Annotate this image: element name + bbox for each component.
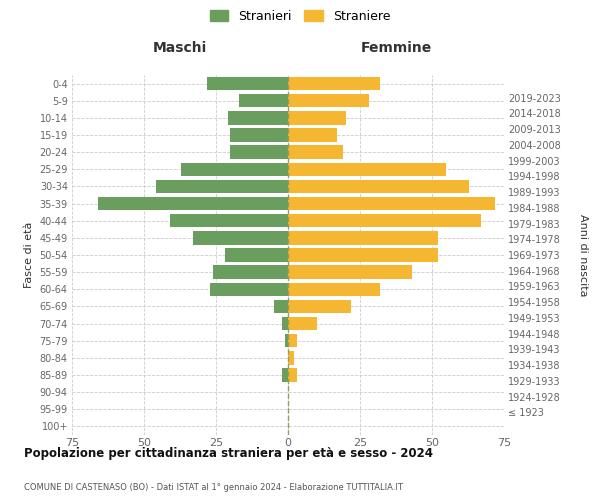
Bar: [288, 368, 296, 382]
Text: Popolazione per cittadinanza straniera per età e sesso - 2024: Popolazione per cittadinanza straniera p…: [24, 448, 433, 460]
Bar: [227, 111, 288, 124]
Bar: [288, 197, 496, 210]
Bar: [239, 94, 288, 108]
Bar: [288, 317, 317, 330]
Bar: [230, 146, 288, 159]
Bar: [208, 77, 288, 90]
Bar: [288, 266, 412, 279]
Bar: [288, 214, 481, 228]
Bar: [288, 146, 343, 159]
Y-axis label: Anni di nascita: Anni di nascita: [578, 214, 588, 296]
Bar: [288, 111, 346, 124]
Bar: [288, 77, 380, 90]
Legend: Stranieri, Straniere: Stranieri, Straniere: [206, 6, 394, 26]
Text: Maschi: Maschi: [153, 41, 207, 55]
Bar: [288, 282, 380, 296]
Bar: [288, 300, 352, 313]
Bar: [288, 128, 337, 141]
Bar: [224, 248, 288, 262]
Y-axis label: Fasce di età: Fasce di età: [24, 222, 34, 288]
Bar: [210, 282, 288, 296]
Bar: [98, 197, 288, 210]
Text: COMUNE DI CASTENASO (BO) - Dati ISTAT al 1° gennaio 2024 - Elaborazione TUTTITAL: COMUNE DI CASTENASO (BO) - Dati ISTAT al…: [24, 483, 403, 492]
Bar: [288, 334, 296, 347]
Bar: [288, 351, 294, 364]
Bar: [288, 94, 368, 108]
Bar: [181, 162, 288, 176]
Bar: [288, 231, 438, 244]
Bar: [282, 317, 288, 330]
Bar: [285, 334, 288, 347]
Text: Femmine: Femmine: [361, 41, 431, 55]
Bar: [288, 248, 438, 262]
Bar: [170, 214, 288, 228]
Bar: [288, 180, 469, 193]
Bar: [282, 368, 288, 382]
Bar: [213, 266, 288, 279]
Bar: [230, 128, 288, 141]
Bar: [193, 231, 288, 244]
Bar: [155, 180, 288, 193]
Bar: [274, 300, 288, 313]
Bar: [288, 162, 446, 176]
